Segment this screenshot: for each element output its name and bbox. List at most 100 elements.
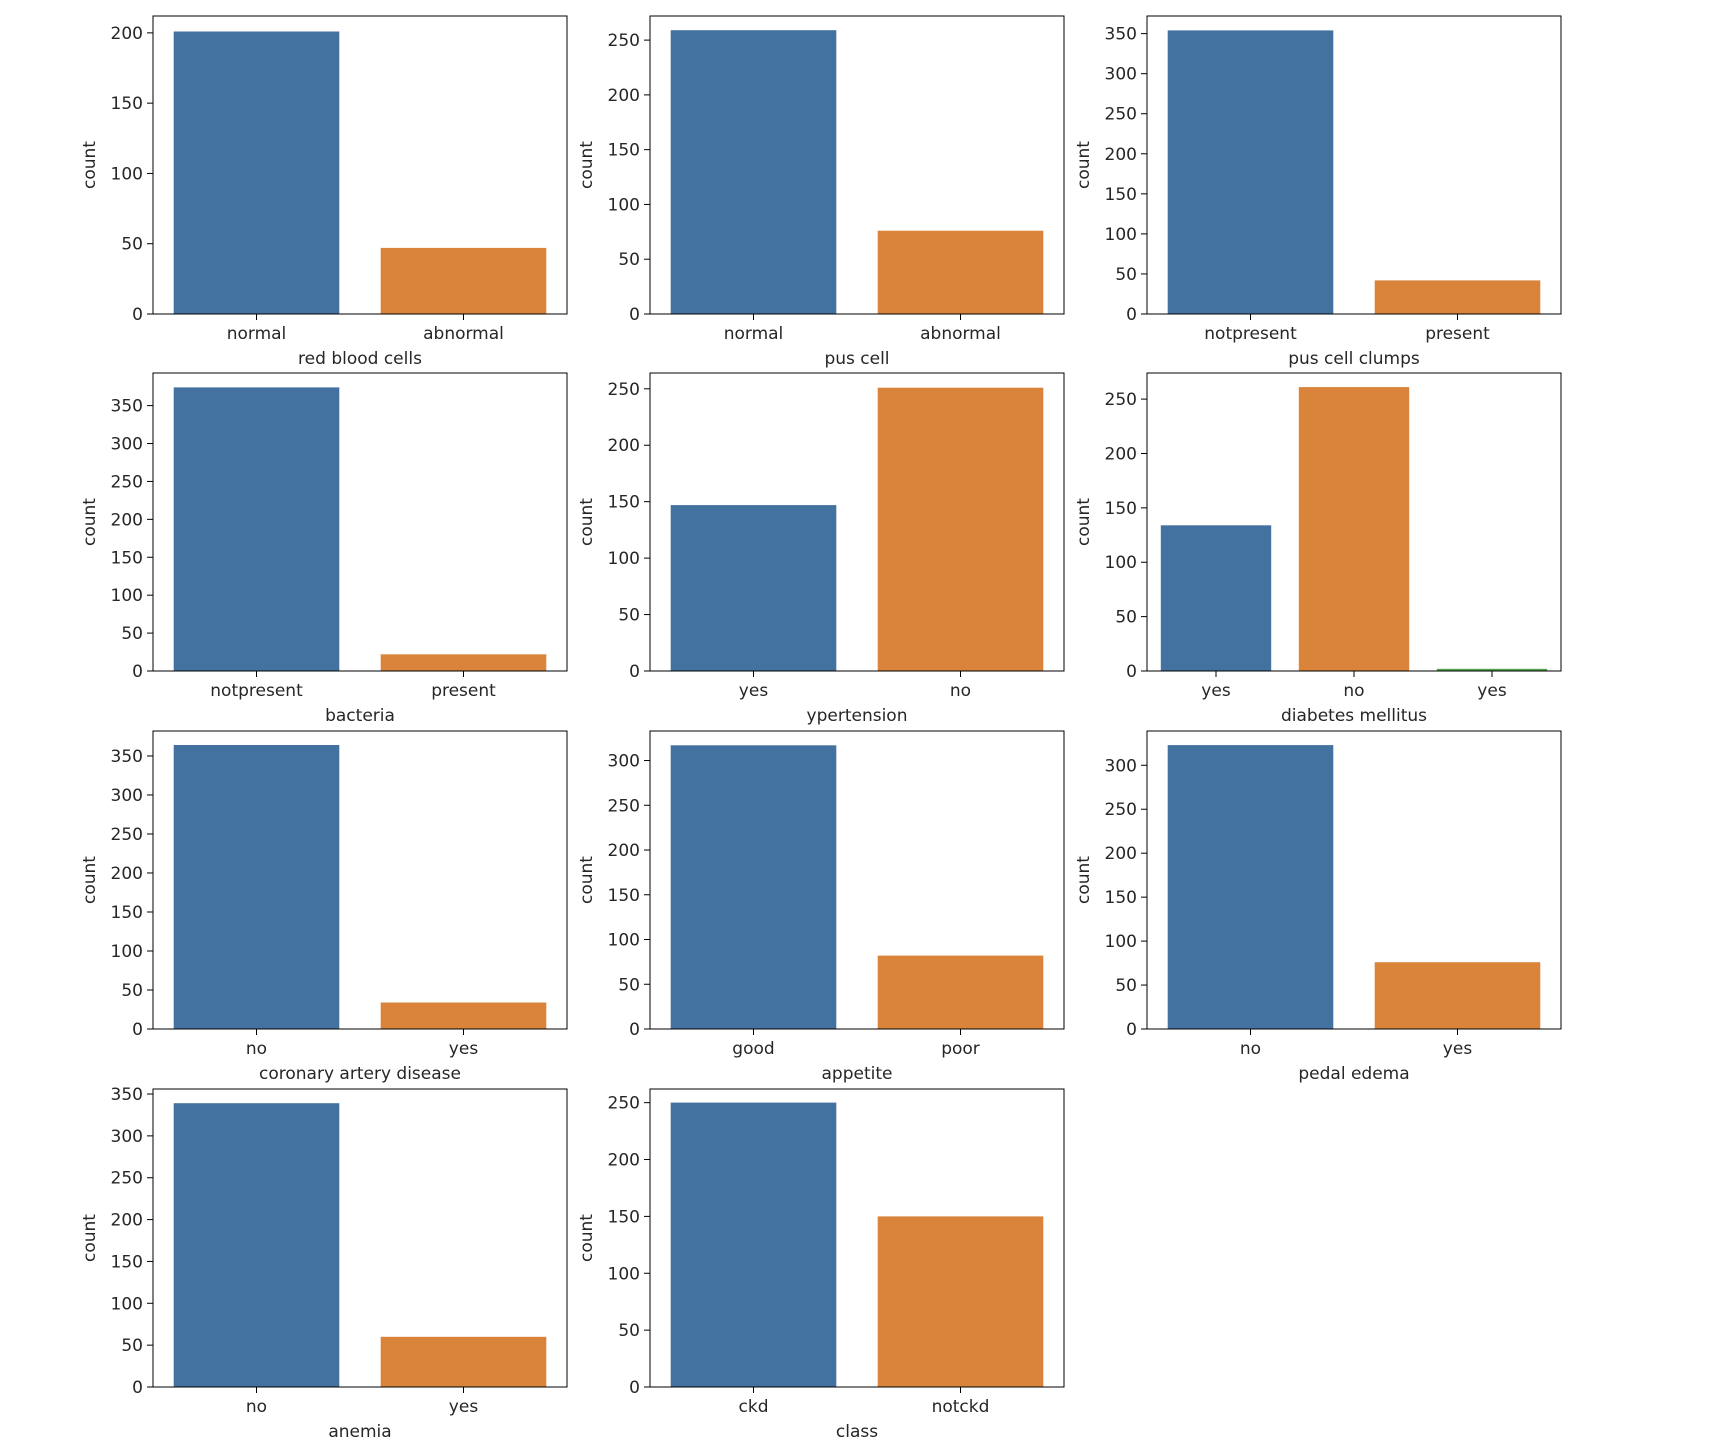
y-tick-label: 150 [1105,888,1137,908]
bar-no [173,1103,340,1387]
y-tick-label: 300 [111,435,143,455]
x-tick-label: present [1425,324,1490,344]
x-tick-label: abnormal [920,324,1001,344]
bar-yes [380,1002,547,1029]
bar-yes [1374,962,1541,1029]
bar-yes [1436,668,1548,671]
subplot-anemia: 0 50 100 150 200 250 300 350 no yes anemia count [80,1085,568,1442]
bar-no [1167,745,1334,1029]
y-axis-label: count [80,141,100,189]
y-tick-label: 50 [618,250,640,270]
y-tick-label: 150 [608,141,640,161]
y-tick-label: 200 [1105,145,1137,165]
y-tick-label: 150 [111,903,143,923]
plot-frame [649,730,1065,1030]
y-tick-label: 100 [608,931,640,951]
y-tick-label: 100 [111,586,143,606]
y-tick-label: 200 [111,510,143,530]
y-tick-label: 250 [608,1094,640,1114]
subplot-ypertension: 0 50 100 150 200 250 yes no ypertension count [577,372,1065,726]
x-tick-label: ckd [739,1397,769,1417]
plot-frame [152,372,568,672]
y-tick-label: 50 [1115,265,1137,285]
x-axis-label: class [836,1422,878,1442]
plot-frame [152,1088,568,1388]
y-tick-label: 350 [111,397,143,417]
x-axis-label: appetite [822,1064,893,1084]
bar-present [1374,280,1541,314]
y-tick-label: 100 [1105,932,1137,952]
y-tick-label: 50 [618,1321,640,1341]
y-tick-label: 250 [1105,800,1137,820]
y-tick-label: 150 [111,1252,143,1272]
y-tick-label: 0 [1126,305,1137,325]
y-tick-label: 100 [608,1264,640,1284]
y-tick-label: 0 [1126,1020,1137,1040]
bar-normal [173,31,340,314]
bar-no [1298,387,1410,671]
y-tick-label: 50 [618,606,640,626]
bar-notckd [877,1216,1044,1387]
x-tick-label: normal [724,324,784,344]
y-tick-label: 200 [608,436,640,456]
x-tick-label: yes [1443,1039,1473,1059]
subplot-class: 0 50 100 150 200 250 ckd notckd class count [577,1088,1065,1442]
plot-frame [152,15,568,315]
y-tick-label: 50 [121,235,143,255]
x-tick-label: yes [1477,681,1507,701]
y-axis-label: count [1074,498,1094,546]
y-tick-label: 200 [1105,444,1137,464]
y-tick-label: 300 [111,1127,143,1147]
y-tick-label: 350 [1105,25,1137,45]
y-tick-label: 100 [111,1294,143,1314]
y-tick-label: 300 [608,752,640,772]
y-tick-label: 0 [132,662,143,682]
y-axis-label: count [577,141,597,189]
x-axis-label: anemia [328,1422,391,1442]
y-axis-label: count [577,856,597,904]
x-tick-label: present [431,681,496,701]
y-tick-label: 150 [1105,185,1137,205]
bar-poor [877,955,1044,1029]
y-tick-label: 0 [132,1378,143,1398]
x-axis-label: red blood cells [298,349,422,369]
y-axis-label: count [577,498,597,546]
y-tick-label: 200 [1105,844,1137,864]
bar-abnormal [877,230,1044,314]
y-axis-label: count [80,1214,100,1262]
y-tick-label: 150 [111,94,143,114]
x-tick-label: no [1240,1039,1261,1059]
x-tick-label: yes [1201,681,1231,701]
y-tick-label: 250 [608,380,640,400]
bar-ckd [670,1102,837,1387]
y-tick-label: 250 [111,472,143,492]
plot-frame [152,730,568,1030]
y-tick-label: 150 [608,493,640,513]
bar-notpresent [173,387,340,671]
x-tick-label: normal [227,324,287,344]
y-tick-label: 50 [1115,976,1137,996]
y-tick-label: 250 [111,825,143,845]
y-tick-label: 50 [121,981,143,1001]
bar-notpresent [1167,30,1334,315]
subplot-pus-cell-clumps: 0 50 100 150 200 250 300 350 notpresent presentpu… [1074,15,1562,369]
y-tick-label: 50 [1115,608,1137,628]
y-tick-label: 0 [629,662,640,682]
plot-frame [649,372,1065,672]
x-tick-label: abnormal [423,324,504,344]
bar-present [380,654,547,671]
y-tick-label: 0 [132,1020,143,1040]
bar-normal [670,30,837,314]
y-tick-label: 250 [1105,390,1137,410]
plot-frame [1146,15,1562,315]
y-tick-label: 350 [111,1085,143,1105]
y-tick-label: 250 [608,796,640,816]
y-tick-label: 150 [111,548,143,568]
x-axis-label: pus cell [824,349,889,369]
plot-frame [1146,730,1562,1030]
bar-yes [670,505,837,671]
y-tick-label: 50 [121,624,143,644]
bar-abnormal [380,247,547,314]
x-axis-label: pus cell clumps [1288,349,1420,369]
y-tick-label: 200 [608,86,640,106]
